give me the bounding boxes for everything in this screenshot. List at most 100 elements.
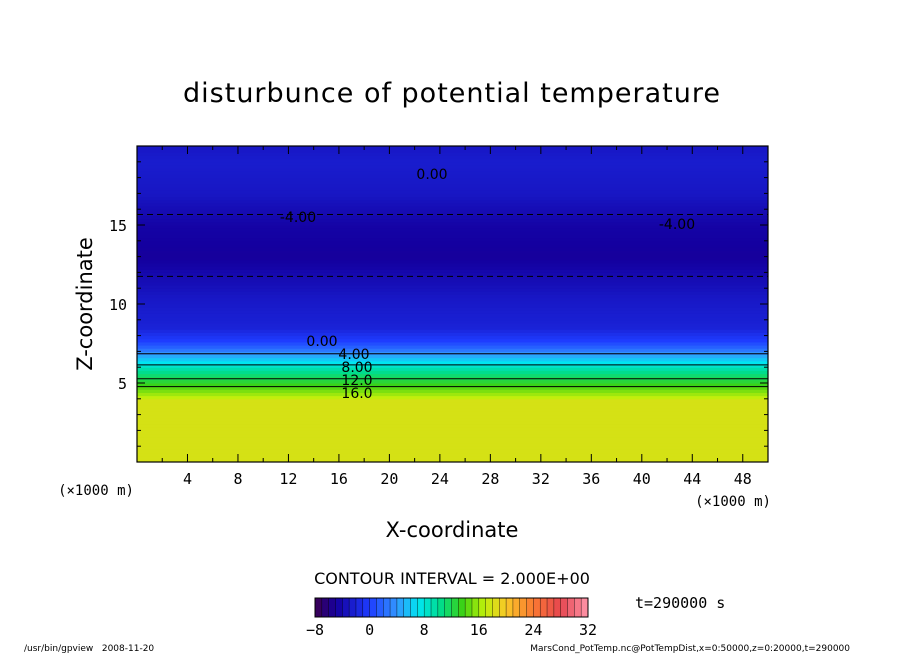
field-band <box>137 183 768 188</box>
colorbar-cell <box>403 598 411 617</box>
colorbar-cell <box>526 598 534 617</box>
x-tick-label: 40 <box>633 470 651 488</box>
field-band <box>137 167 768 172</box>
field-band <box>137 455 768 460</box>
field-band <box>137 436 768 441</box>
contour-label: 12.0 <box>341 373 372 389</box>
field-band <box>137 237 768 242</box>
colorbar-cell <box>547 598 555 617</box>
colorbar-cell <box>362 598 370 617</box>
field-band <box>137 322 768 327</box>
chart-title: disturbunce of potential temperature <box>183 78 721 109</box>
colorbar-cell <box>451 598 459 617</box>
y-tick-label: 15 <box>109 217 127 235</box>
contour-label: 0.00 <box>416 167 447 183</box>
field-band <box>137 319 768 324</box>
field-band <box>137 268 768 273</box>
x-tick-label: 8 <box>233 470 242 488</box>
contour-label: 8.00 <box>341 360 372 376</box>
field-band <box>137 158 768 163</box>
field-band <box>137 395 768 400</box>
field-band <box>137 208 768 213</box>
field-band <box>137 221 768 226</box>
contour-label: -4.00 <box>659 217 695 233</box>
field-band <box>137 151 768 156</box>
field-band <box>137 398 768 403</box>
field-band <box>137 404 768 409</box>
colorbar-cell <box>349 598 357 617</box>
colorbar-cell <box>410 598 418 617</box>
field-band <box>137 306 768 311</box>
field-band <box>137 410 768 416</box>
field-band <box>137 170 768 175</box>
field-band <box>137 303 768 308</box>
field-band <box>137 420 768 425</box>
colorbar-cell <box>567 598 575 617</box>
x-tick-label: 28 <box>481 470 499 488</box>
field-band <box>137 382 768 387</box>
field-band <box>137 347 768 352</box>
colorbar-cell <box>574 598 582 617</box>
field-band <box>137 445 768 450</box>
colorbar-tick-label: 32 <box>579 621 597 639</box>
field-band <box>137 328 768 333</box>
colorbar-cell <box>499 598 507 617</box>
field-band <box>137 426 768 431</box>
field-band <box>137 423 768 428</box>
colorbar-tick-label: −8 <box>306 621 324 639</box>
field-band <box>137 246 768 251</box>
field-band <box>137 442 768 447</box>
field-band <box>137 417 768 422</box>
y-tick-label: 5 <box>118 375 127 393</box>
field-band <box>137 189 768 194</box>
colorbar-cell <box>485 598 493 617</box>
field-band <box>137 233 768 239</box>
field-band <box>137 385 768 390</box>
field-band <box>137 146 768 150</box>
program-footer: /usr/bin/gpview 2008-11-20 <box>24 644 154 654</box>
field-band <box>137 401 768 406</box>
field-band <box>137 271 768 277</box>
colorbar-cell <box>492 598 500 617</box>
field-band <box>137 180 768 185</box>
x-tick-label: 32 <box>532 470 550 488</box>
colorbar-cell <box>321 598 329 617</box>
field-band <box>137 164 768 169</box>
colorbar-cell <box>506 598 514 617</box>
field-band <box>137 335 768 340</box>
time-annotation: t=290000 s <box>635 594 725 612</box>
colorbar-cell <box>560 598 568 617</box>
field-band <box>137 199 768 204</box>
x-tick-label: 4 <box>183 470 192 488</box>
colorbar-cell <box>335 598 343 617</box>
colorbar-cell <box>396 598 405 617</box>
field-band <box>137 452 768 457</box>
colorbar-cell <box>328 598 336 617</box>
field-band <box>137 252 768 258</box>
colorbar <box>314 598 589 617</box>
field-band <box>137 202 768 207</box>
contour-interval-text: CONTOUR INTERVAL = 2.000E+00 <box>314 569 590 588</box>
field-band <box>137 186 768 191</box>
colorbar-cell <box>342 598 350 617</box>
x-tick-label: 36 <box>582 470 600 488</box>
field-band <box>137 294 768 299</box>
field-band <box>137 249 768 254</box>
field-band <box>137 363 768 368</box>
field-band <box>137 297 768 302</box>
colorbar-cell <box>437 598 445 617</box>
field-band <box>137 350 768 356</box>
field-band <box>137 300 768 305</box>
x-tick-label: 48 <box>734 470 752 488</box>
colorbar-cell <box>431 598 439 617</box>
colorbar-cell <box>376 598 384 617</box>
colorbar-cell <box>417 598 425 617</box>
source-footer: MarsCond_PotTemp.nc@PotTempDist,x=0:5000… <box>530 644 850 654</box>
field-band <box>137 414 768 419</box>
contour-label: 16.0 <box>341 386 372 402</box>
field-band <box>137 224 768 229</box>
field-band <box>137 211 768 217</box>
field-band <box>137 407 768 412</box>
field-band <box>137 259 768 264</box>
field-band <box>137 196 768 201</box>
